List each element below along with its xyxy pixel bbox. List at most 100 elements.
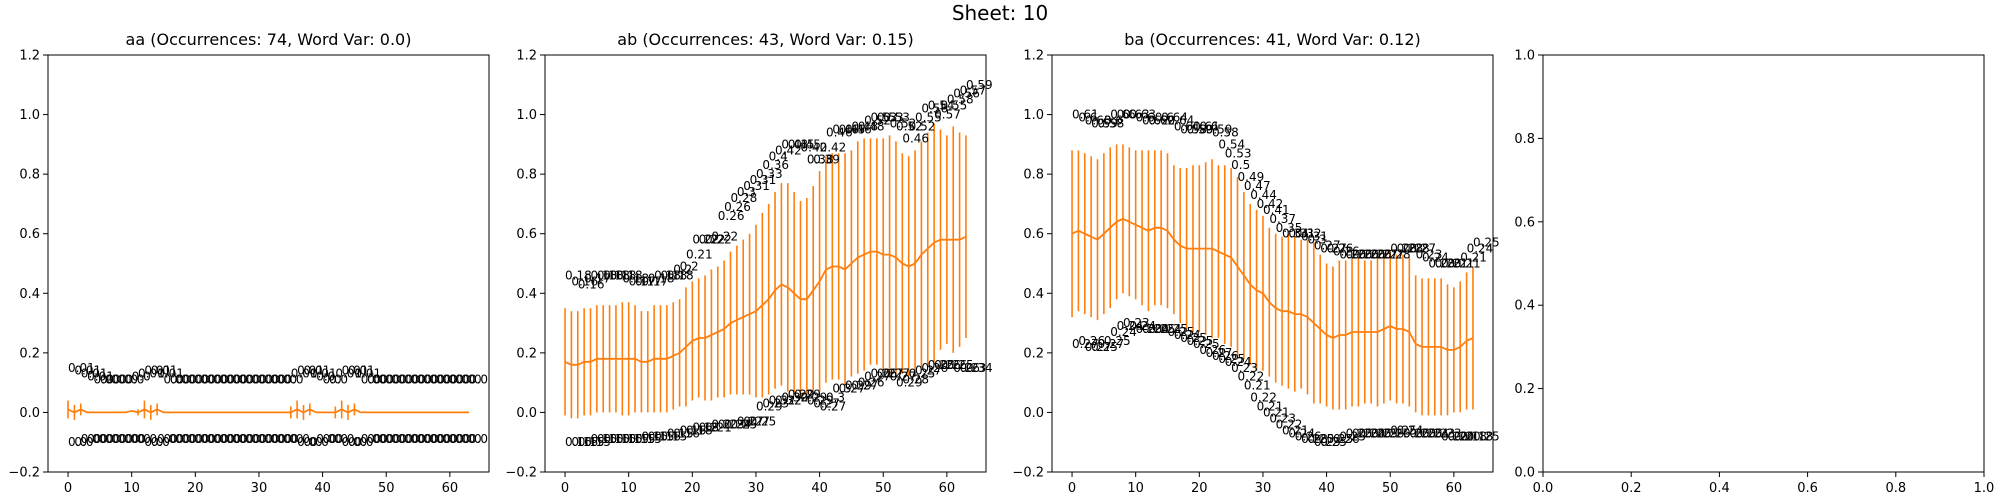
- upper-value-label: 0.26: [718, 209, 745, 223]
- lower-value-label: 0.0: [431, 432, 450, 446]
- upper-value-label: 0.31: [750, 173, 777, 187]
- lower-value-label: 0.0: [164, 432, 183, 446]
- lower-value-label: 0.0: [246, 432, 265, 446]
- upper-value-label: 0.46: [832, 122, 859, 136]
- upper-value-label: 0.28: [731, 191, 758, 205]
- lower-value-label: 0.25: [1346, 426, 1373, 440]
- lower-value-label: 0.0: [297, 435, 316, 449]
- lower-value-label: 0.29: [794, 388, 821, 402]
- lower-value-label: 0.25: [928, 358, 955, 372]
- upper-value-label: 0.01: [297, 364, 324, 378]
- upper-value-label: 0.59: [966, 78, 993, 92]
- upper-value-label: 0.01: [310, 367, 337, 381]
- upper-value-label: 0.39: [813, 152, 840, 166]
- lower-value-label: 0.0: [272, 432, 291, 446]
- upper-value-label: 0.01: [348, 364, 375, 378]
- upper-value-label: 0.28: [1397, 242, 1424, 256]
- y-tick-label: 0.6: [516, 227, 537, 242]
- lower-value-label: 0.21: [1257, 399, 1284, 413]
- upper-value-label: 0.21: [686, 248, 713, 262]
- upper-value-label: 0.0: [208, 373, 227, 387]
- lower-value-label: 0.0: [335, 432, 354, 446]
- upper-value-label: 0.37: [1269, 212, 1296, 226]
- lower-value-label: 0.0: [214, 432, 233, 446]
- lower-value-label: 0.27: [820, 399, 847, 413]
- lower-value-label: 0.26: [934, 358, 961, 372]
- lower-value-label: 0.23: [1136, 322, 1163, 336]
- lower-value-label: 0.24: [1117, 319, 1144, 333]
- lower-value-label: 0.23: [960, 361, 987, 375]
- subplot-2: ab (Occurrences: 43, Word Var: 0.15) −0.2…: [505, 30, 992, 496]
- upper-value-label: 0.01: [342, 364, 369, 378]
- lower-value-label: 0.25: [1339, 429, 1366, 443]
- upper-value-label: 0.6: [1136, 111, 1155, 125]
- upper-value-label: 0.0: [214, 373, 233, 387]
- lower-value-label: 0.27: [915, 364, 942, 378]
- lower-value-label: 0.29: [845, 379, 872, 393]
- upper-value-label: 0.62: [1148, 114, 1175, 128]
- upper-value-label: 0.6: [1104, 114, 1123, 128]
- x-tick-label: 40: [314, 481, 331, 496]
- lower-value-label: 0.15: [622, 432, 649, 446]
- upper-value-label: 0.21: [1454, 257, 1481, 271]
- lower-value-label: 0.0: [132, 432, 151, 446]
- axes-frame: [1051, 54, 1494, 473]
- lower-value-label: 0.0: [291, 432, 310, 446]
- lower-value-label: 0.0: [195, 432, 214, 446]
- x-tick-label: 20: [1191, 481, 1208, 496]
- lower-value-label: 0.27: [1206, 346, 1233, 360]
- upper-value-label: 0.26: [724, 200, 751, 214]
- upper-value-label: 0.01: [68, 361, 95, 375]
- y-tick-label: 0.4: [19, 287, 40, 302]
- x-tick-label: 0.4: [1709, 481, 1730, 496]
- upper-value-label: 0.27: [1378, 248, 1405, 262]
- lower-value-label: 0.24: [1225, 355, 1252, 369]
- upper-value-label: 0.0: [195, 373, 214, 387]
- lower-value-label: 0.26: [1212, 349, 1239, 363]
- y-tick-label: 1.0: [1023, 108, 1044, 123]
- upper-value-label: 0.01: [81, 367, 108, 381]
- y-tick-label: −0.2: [8, 466, 40, 481]
- x-tick-label: 30: [251, 481, 268, 496]
- x-tick-label: 20: [684, 481, 701, 496]
- upper-value-label: 0.47: [1244, 179, 1271, 193]
- lower-value-label: 0.27: [864, 370, 891, 384]
- lower-value-label: 0.25: [1187, 334, 1214, 348]
- upper-value-label: 0.17: [641, 274, 668, 288]
- lower-value-label: 0.25: [1104, 334, 1131, 348]
- lower-value-label: 0.24: [1422, 426, 1449, 440]
- upper-value-label: 0.0: [253, 373, 272, 387]
- upper-value-label: 0.18: [667, 268, 694, 282]
- x-tick-label: 60: [1446, 481, 1463, 496]
- upper-value-label: 0.01: [354, 367, 381, 381]
- y-tick-label: 0.2: [19, 346, 40, 361]
- upper-value-label: 0.31: [1301, 230, 1328, 244]
- upper-value-label: 0.53: [1225, 146, 1252, 160]
- lower-value-label: 0.15: [616, 432, 643, 446]
- lower-value-label: 0.2: [1454, 429, 1473, 443]
- upper-value-label: 0.16: [578, 277, 605, 291]
- upper-value-label: 0.0: [361, 373, 380, 387]
- lower-value-label: 0.0: [157, 432, 176, 446]
- lower-value-label: 0.2: [711, 417, 730, 431]
- lower-value-label: 0.27: [1072, 337, 1099, 351]
- lower-value-label: 0.23: [1231, 361, 1258, 375]
- lower-value-label: 0.0: [450, 432, 469, 446]
- upper-value-label: 0.52: [896, 119, 923, 133]
- upper-value-label: 0.56: [921, 102, 948, 116]
- upper-value-label: 0.0: [240, 373, 259, 387]
- axes-frame: [47, 54, 490, 473]
- x-tick-label: 50: [875, 481, 892, 496]
- lower-value-label: 0.26: [1333, 432, 1360, 446]
- lower-value-label: 0.25: [1403, 426, 1430, 440]
- lower-value-label: 0.0: [393, 432, 412, 446]
- lower-value-label: 0.0: [170, 432, 189, 446]
- upper-value-label: 0.0: [456, 373, 475, 387]
- x-tick-label: 50: [378, 481, 395, 496]
- lower-value-label: 0.0: [316, 432, 335, 446]
- lower-value-label: 0.29: [756, 399, 783, 413]
- upper-value-label: 0.0: [164, 373, 183, 387]
- subplot-1: aa (Occurrences: 74, Word Var: 0.0) −0.2 0…: [8, 30, 490, 496]
- lower-value-label: 0.32: [781, 391, 808, 405]
- subplot-title: ab (Occurrences: 43, Word Var: 0.15): [617, 30, 913, 49]
